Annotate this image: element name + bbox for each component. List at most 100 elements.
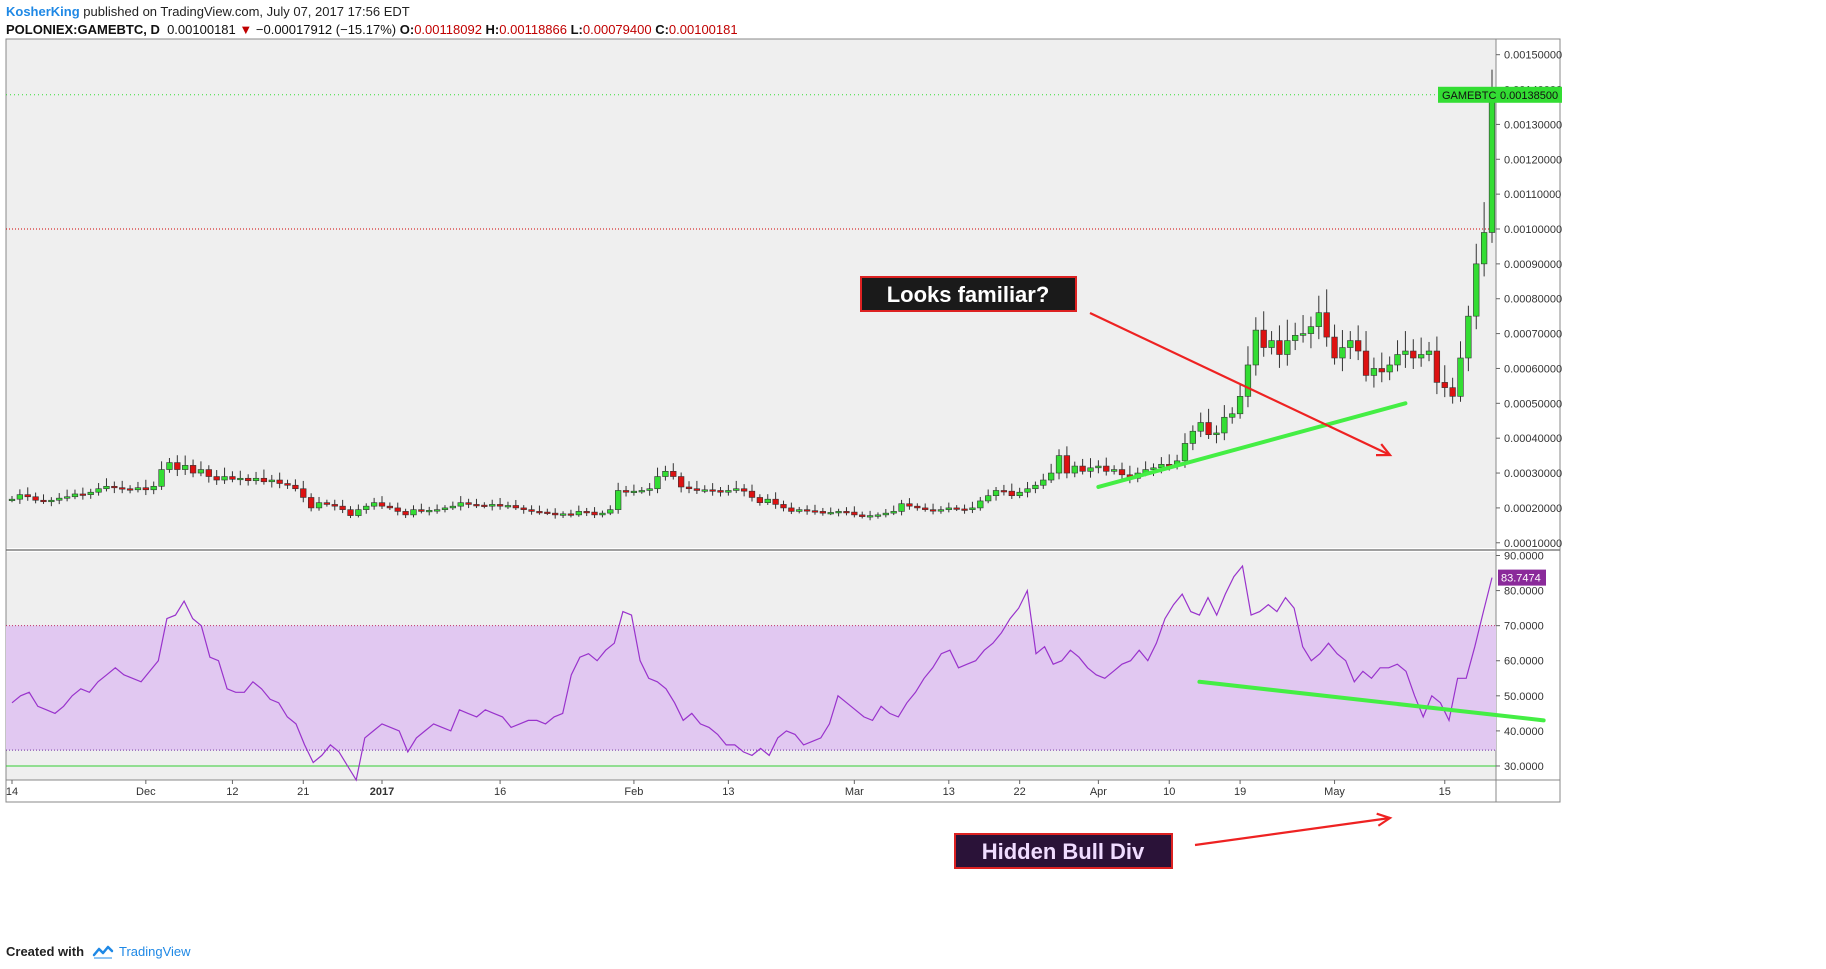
candle-body [126, 488, 134, 491]
candle-body [622, 490, 630, 493]
candle-body [583, 511, 590, 514]
rsi-tick-label: 90.0000 [1504, 551, 1544, 563]
candle-body [906, 503, 913, 507]
candle-body [1221, 416, 1228, 434]
candle-body [71, 493, 79, 498]
y-tick-label: 0.00150000 [1504, 50, 1562, 62]
candle-body [733, 488, 740, 491]
rsi-tick-label: 40.0000 [1504, 726, 1544, 738]
candle-body [961, 508, 968, 511]
candle-body [1362, 350, 1370, 376]
close-value: 0.00100181 [668, 22, 738, 37]
created-with-label: Created with [6, 944, 85, 959]
candle-body [701, 489, 708, 492]
rsi-tick-label: 30.0000 [1504, 761, 1544, 773]
candle-body [528, 509, 535, 512]
candle-body [929, 509, 937, 512]
candle-body [441, 507, 449, 510]
candle-body [1087, 467, 1094, 472]
candle-body [1284, 340, 1291, 355]
candle-body [1480, 232, 1488, 265]
candle-body [16, 494, 24, 500]
candle-body [433, 509, 441, 512]
tradingview-logo-icon [92, 945, 114, 959]
candle-body [221, 476, 228, 481]
x-tick-label: Dec [136, 786, 156, 798]
x-tick-label: 2017 [370, 786, 394, 798]
x-tick-label: 13 [722, 786, 734, 798]
candle-body [843, 511, 850, 514]
candle-body [1370, 368, 1378, 376]
candle-body [315, 502, 323, 509]
author-name[interactable]: KosherKing [6, 4, 80, 19]
candle-body [386, 505, 394, 509]
candle-body [363, 505, 370, 510]
y-tick-label: 0.00040000 [1504, 433, 1562, 445]
tradingview-link[interactable]: TradingView [92, 944, 191, 959]
candle-body [772, 498, 779, 505]
candle-body [764, 498, 771, 503]
candle-body [134, 487, 142, 491]
candle-body [922, 507, 929, 510]
y-tick-label: 0.00030000 [1504, 468, 1562, 480]
candle-body [489, 504, 496, 507]
candle-body [1394, 354, 1401, 366]
x-tick-label: 12 [226, 786, 238, 798]
candle-body [260, 477, 268, 483]
annotation-arrow-2 [1194, 816, 1391, 847]
candle-body [229, 476, 236, 480]
open-label: O: [399, 22, 415, 37]
candle-body [811, 510, 819, 513]
candle-body [859, 514, 866, 517]
candle-body [308, 497, 315, 509]
candle-body [292, 484, 299, 490]
candle-body [449, 505, 456, 509]
candle-body [536, 511, 543, 514]
candle-body [638, 490, 645, 493]
candle-body [914, 505, 921, 509]
x-tick-label: 14 [6, 786, 18, 798]
candle-body [48, 499, 55, 503]
candle-body [599, 512, 606, 516]
candle-body [1323, 312, 1330, 338]
y-tick-label: 0.00130000 [1504, 119, 1562, 131]
candle-body [1205, 422, 1212, 435]
last-price-badge [1438, 86, 1562, 103]
candle-body [347, 509, 354, 516]
change-value: −0.00017912 (−15.17%) [255, 22, 397, 37]
price-pane [6, 39, 1496, 548]
candle-body [780, 504, 787, 509]
candle-body [512, 505, 519, 509]
candle-body [890, 511, 897, 514]
down-arrow-icon: ▼ [239, 22, 253, 37]
candle-body [1079, 465, 1086, 472]
candle-body [985, 495, 992, 502]
candle-body [937, 509, 945, 512]
candle-body [1410, 350, 1417, 359]
candle-body [418, 509, 425, 512]
candles [8, 69, 1496, 521]
candle-body [331, 504, 338, 507]
candle-body [898, 503, 905, 512]
candle-body [1024, 488, 1031, 493]
rsi-last-value: 83.7474 [1501, 573, 1541, 585]
candle-body [756, 497, 764, 503]
candle-body [662, 471, 669, 477]
low-label: L: [570, 22, 583, 37]
candle-body [504, 505, 512, 508]
candle-body [410, 509, 417, 516]
candle-body [1292, 335, 1299, 341]
candle-body [111, 485, 118, 489]
x-tick-label: 15 [1439, 786, 1451, 798]
candle-body [945, 507, 952, 510]
chart-frame [5, 38, 1561, 803]
annotation-box-2 [954, 833, 1173, 869]
candle-body [378, 502, 386, 507]
candle-body [1307, 326, 1315, 334]
candle-body [1488, 94, 1496, 233]
y-tick-label: 0.00010000 [1504, 538, 1562, 550]
publish-header: KosherKing published on TradingView.com,… [6, 3, 410, 21]
candle-body [79, 493, 86, 496]
candle-body [685, 486, 693, 490]
